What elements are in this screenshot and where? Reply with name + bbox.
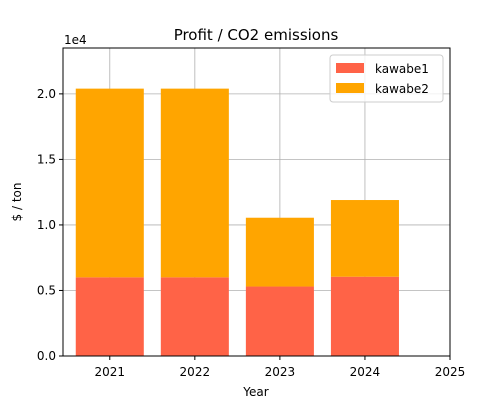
- y-tick-label: 2.0: [37, 87, 56, 101]
- chart-title: Profit / CO2 emissions: [174, 26, 339, 44]
- bar-kawabe2-2021: [75, 88, 144, 278]
- plot-frame: [62, 47, 451, 357]
- y-tick-label: 0.0: [37, 349, 56, 363]
- x-axis-ticks: 2021 2022 2023 2024 2025: [95, 356, 466, 379]
- legend-swatch-kawabe2: [336, 83, 364, 93]
- legend-label-kawabe2: kawabe2: [375, 82, 429, 96]
- x-tick-label: 2022: [180, 365, 211, 379]
- x-tick-label: 2021: [95, 365, 126, 379]
- x-tick-label: 2024: [350, 365, 381, 379]
- bar-kawabe1-2024: [330, 276, 399, 356]
- y-offset-label: 1e4: [64, 33, 87, 47]
- bars: [75, 88, 399, 356]
- y-axis-label: $ / ton: [10, 183, 24, 222]
- x-axis-label: Year: [242, 385, 268, 399]
- y-tick-label: 1.0: [37, 218, 56, 232]
- bar-kawabe1-2021: [75, 277, 144, 356]
- y-tick-label: 1.5: [37, 152, 56, 166]
- x-tick-label: 2025: [435, 365, 466, 379]
- bar-kawabe2-2023: [245, 217, 314, 287]
- legend-label-kawabe1: kawabe1: [375, 62, 429, 76]
- bar-kawabe1-2023: [245, 286, 314, 356]
- y-tick-label: 0.5: [37, 283, 56, 297]
- bar-kawabe1-2022: [160, 277, 229, 356]
- bar-kawabe2-2022: [160, 88, 229, 278]
- bar-kawabe2-2024: [330, 200, 399, 277]
- legend: kawabe1 kawabe2: [329, 54, 444, 103]
- legend-swatch-kawabe1: [336, 63, 364, 73]
- y-axis-ticks: 0.0 0.5 1.0 1.5 2.0: [37, 87, 63, 363]
- x-tick-label: 2023: [265, 365, 296, 379]
